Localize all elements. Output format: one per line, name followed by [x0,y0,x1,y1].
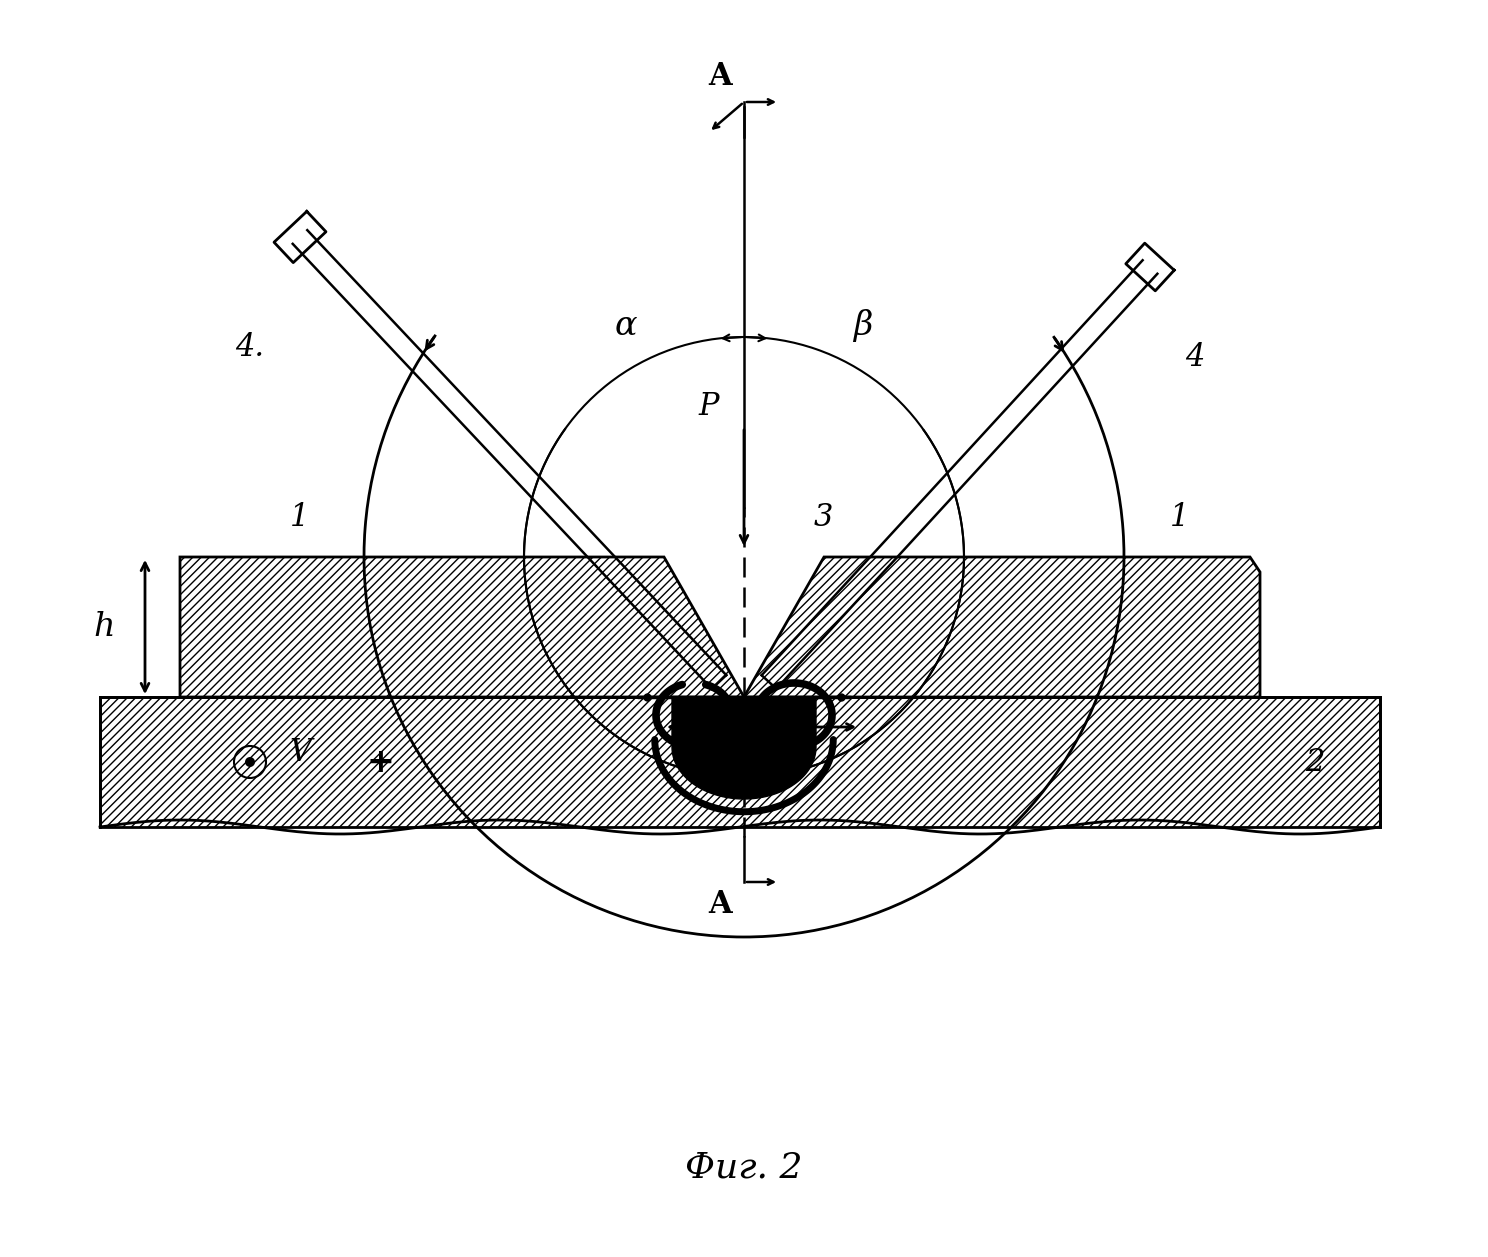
Text: P: P [698,391,719,422]
Text: +: + [366,745,394,778]
Circle shape [246,757,254,767]
Text: 4.: 4. [235,332,265,362]
Text: V: V [289,737,311,768]
Polygon shape [180,557,744,696]
Text: A: A [708,889,732,920]
Text: A: A [708,62,732,92]
Text: β: β [853,309,872,342]
Text: 4: 4 [1186,342,1205,372]
Text: Фиг. 2: Фиг. 2 [686,1150,802,1184]
Text: 2: 2 [1305,747,1324,778]
Bar [100,696,1379,827]
Polygon shape [673,696,815,799]
Text: h: h [94,611,115,644]
Polygon shape [744,557,1260,696]
Text: 1: 1 [1171,502,1190,533]
Text: α: α [615,309,637,342]
Text: 6: 6 [734,757,754,788]
Text: 3: 3 [814,502,833,533]
Text: 1: 1 [290,502,310,533]
